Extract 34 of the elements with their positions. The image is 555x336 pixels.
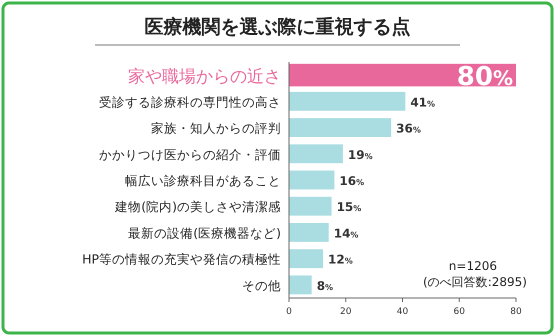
data-label: 41%: [410, 95, 436, 110]
data-label: 14%: [334, 226, 358, 240]
data-label: 36%: [396, 122, 421, 136]
bar: [289, 92, 406, 111]
data-label: 12%: [328, 252, 353, 267]
bar: [289, 196, 332, 216]
y-tick-label: かかりつけ医からの紹介・評価: [99, 146, 281, 162]
y-tick-label: 家族・知人からの評判: [151, 120, 281, 136]
y-tick-label: 最新の設備(医療機器など): [128, 225, 281, 240]
data-label: 8%: [316, 278, 334, 293]
y-tick-label: HP等の情報の充実や発信の積極性: [82, 252, 281, 267]
data-label: 16%: [339, 174, 364, 188]
x-tick-label: 0: [286, 307, 292, 317]
y-tick-label: 家や職場からの近さ: [128, 67, 281, 88]
x-tick-label: 20: [340, 307, 352, 317]
data-label: 80%: [456, 62, 513, 92]
data-label: 19%: [348, 148, 373, 162]
annotation: n=1206: [448, 259, 497, 273]
y-tick-label: 受診する診療科の専門性の高さ: [99, 94, 281, 110]
x-tick-label: 40: [396, 307, 408, 317]
y-tick-label: 建物(院内)の美しさや清潔感: [114, 199, 281, 214]
bar: [289, 118, 392, 137]
y-tick-label: その他: [242, 278, 281, 293]
x-tick-label: 60: [454, 307, 466, 317]
y-tick-label: 幅広い診療科目があること: [125, 173, 281, 188]
bar: [289, 275, 312, 294]
chart-title: 医療機関を選ぶ際に重視する点: [144, 16, 410, 38]
data-label: 15%: [336, 200, 362, 214]
x-tick-label: 80: [510, 307, 522, 317]
bar: [289, 170, 334, 190]
bar: [289, 144, 343, 164]
bar: [289, 223, 329, 242]
annotation: (のべ回答数:2895): [423, 275, 527, 289]
bar: [289, 249, 324, 268]
